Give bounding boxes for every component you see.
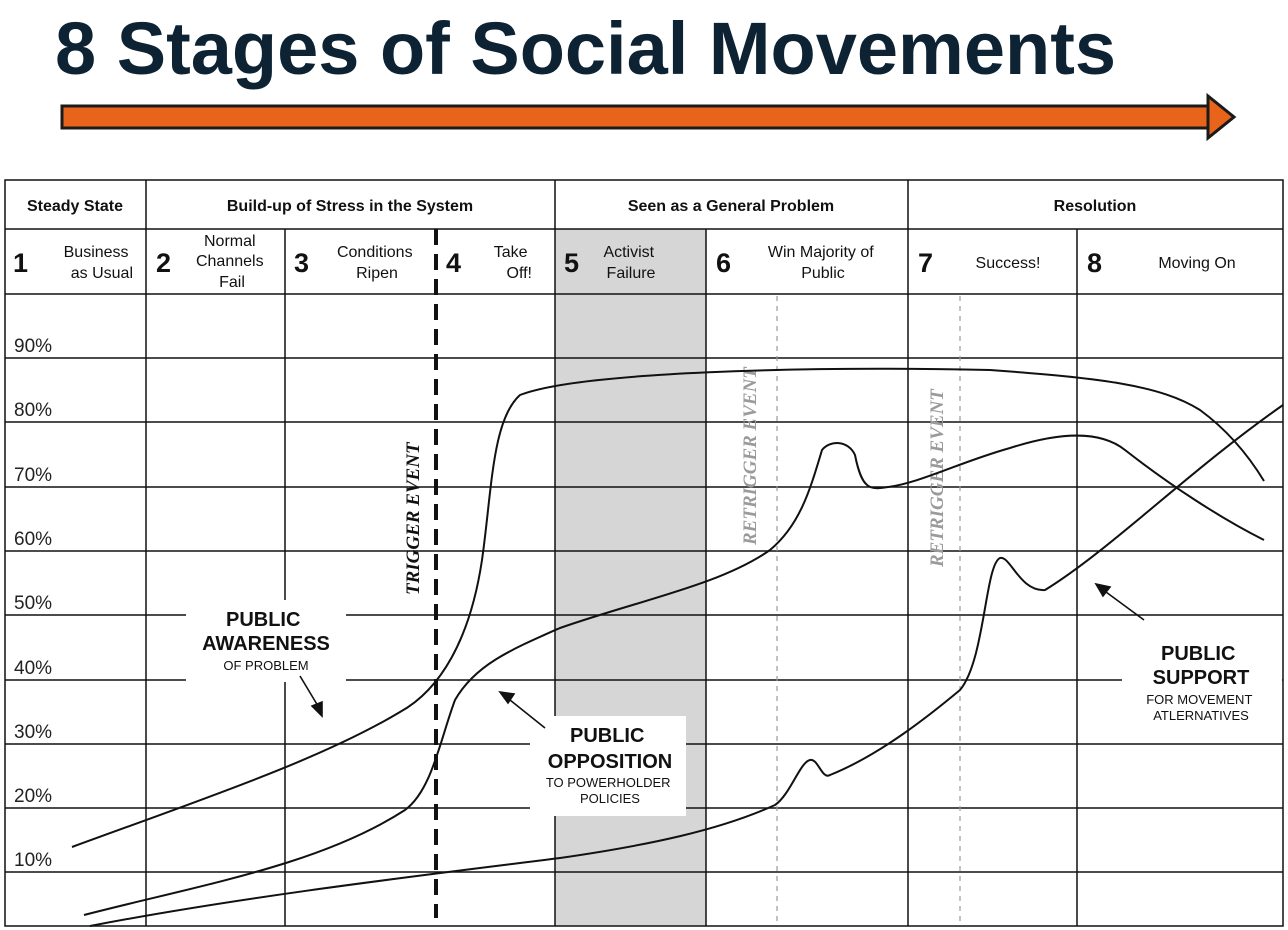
phase-general-problem: Seen as a General Problem	[628, 198, 834, 215]
y-tick-60: 60%	[14, 529, 52, 550]
stage-2-label: Normal Channels Fail	[196, 233, 268, 291]
y-tick-20: 20%	[14, 786, 52, 807]
phase-headers: Steady State Build-up of Stress in the S…	[27, 198, 1136, 215]
retrigger-event-label-1: RETRIGGER EVENT	[740, 366, 761, 546]
stage-6-label: Win Majority of Public	[768, 244, 878, 282]
pointer-arrows	[299, 582, 1145, 729]
stage-1-number: 1	[13, 248, 28, 278]
opposition-pointer-head	[498, 690, 516, 705]
y-tick-30: 30%	[14, 722, 52, 743]
phase-steady-state: Steady State	[27, 198, 123, 215]
opposition-label-box	[530, 716, 686, 816]
trigger-event-label: TRIGGER EVENT	[403, 441, 424, 595]
support-pointer-line	[1105, 591, 1145, 621]
stage-headers: 1 Business as Usual 2 Normal Channels Fa…	[13, 233, 1236, 291]
stage-8-label: Moving On	[1158, 255, 1235, 272]
stage-7-label: Success!	[976, 255, 1041, 272]
stage-6-number: 6	[716, 248, 731, 278]
opposition-pointer-line	[509, 699, 546, 729]
curves	[71, 367, 1284, 927]
opposition-sublabel: TO POWERHOLDER POLICIES	[546, 775, 674, 806]
opposition-label: PUBLIC OPPOSITION	[548, 725, 672, 773]
y-tick-40: 40%	[14, 658, 52, 679]
y-tick-70: 70%	[14, 465, 52, 486]
awareness-label-box	[186, 600, 346, 682]
stage-2-number: 2	[156, 248, 171, 278]
stage-4-number: 4	[446, 248, 461, 278]
stage-8-number: 8	[1087, 248, 1102, 278]
support-pointer-head	[1094, 582, 1112, 598]
awareness-pointer-line	[299, 675, 319, 707]
y-tick-90: 90%	[14, 336, 52, 357]
table-border	[4, 179, 1284, 927]
public-support-curve	[89, 404, 1284, 927]
stage-3-number: 3	[294, 248, 309, 278]
stage-5-number: 5	[564, 248, 579, 278]
y-tick-80: 80%	[14, 400, 52, 421]
y-tick-50: 50%	[14, 593, 52, 614]
page-title: 8 Stages of Social Movements	[55, 7, 1117, 90]
progress-arrow-shaft	[60, 104, 1214, 130]
stage-7-number: 7	[918, 248, 933, 278]
phase-build-up: Build-up of Stress in the System	[227, 198, 473, 215]
progress-arrow	[60, 92, 1237, 142]
awareness-label: PUBLIC AWARENESS	[202, 609, 330, 655]
public-awareness-curve	[71, 367, 1265, 848]
awareness-sublabel: OF PROBLEM	[223, 658, 308, 673]
support-label-box	[1122, 636, 1282, 732]
stage-3-label: Conditions Ripen	[337, 244, 417, 282]
stage-5-shading	[555, 229, 706, 926]
public-opposition-curve	[83, 434, 1265, 916]
retrigger-event-label-2: RETRIGGER EVENT	[927, 388, 948, 568]
support-label: PUBLIC SUPPORT	[1153, 643, 1250, 689]
progress-arrow-head	[1206, 92, 1237, 142]
support-sublabel: FOR MOVEMENT ATLERNATIVES	[1146, 692, 1256, 723]
awareness-pointer-head	[310, 700, 323, 718]
grid	[5, 357, 1283, 873]
stage-1-label: Business as Usual	[64, 244, 133, 282]
y-axis-labels: 90% 80% 70% 60% 50% 40% 30% 20% 10%	[14, 336, 52, 871]
stage-4-label: Take Off!	[494, 244, 532, 282]
y-tick-10: 10%	[14, 850, 52, 871]
phase-resolution: Resolution	[1054, 198, 1137, 215]
stage-5-label: Activist Failure	[603, 244, 658, 282]
